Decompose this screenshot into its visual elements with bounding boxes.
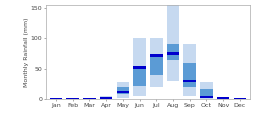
Bar — [233, 98, 245, 100]
Bar — [199, 82, 212, 99]
Bar — [216, 97, 229, 99]
Bar — [99, 97, 112, 99]
Bar — [183, 63, 195, 87]
Bar — [199, 96, 212, 98]
Bar — [166, 52, 179, 55]
Bar — [233, 98, 245, 99]
Bar — [116, 82, 129, 98]
Bar — [183, 45, 195, 96]
Bar — [116, 87, 129, 94]
Bar — [133, 68, 145, 86]
Bar — [149, 54, 162, 57]
Bar — [149, 38, 162, 87]
Bar — [199, 90, 212, 98]
Bar — [183, 80, 195, 82]
Bar — [166, 5, 179, 81]
Bar — [66, 98, 79, 99]
Bar — [133, 66, 145, 69]
Bar — [83, 98, 95, 99]
Bar — [83, 98, 95, 100]
Bar — [216, 98, 229, 99]
Bar — [50, 98, 62, 99]
Bar — [133, 38, 145, 96]
Bar — [50, 98, 62, 100]
Bar — [166, 45, 179, 60]
Bar — [99, 97, 112, 99]
Bar — [66, 98, 79, 100]
Bar — [149, 55, 162, 75]
Bar — [216, 97, 229, 100]
Bar — [99, 96, 112, 99]
Y-axis label: Monthly Rainfall (mm): Monthly Rainfall (mm) — [24, 17, 29, 87]
Bar — [116, 91, 129, 93]
